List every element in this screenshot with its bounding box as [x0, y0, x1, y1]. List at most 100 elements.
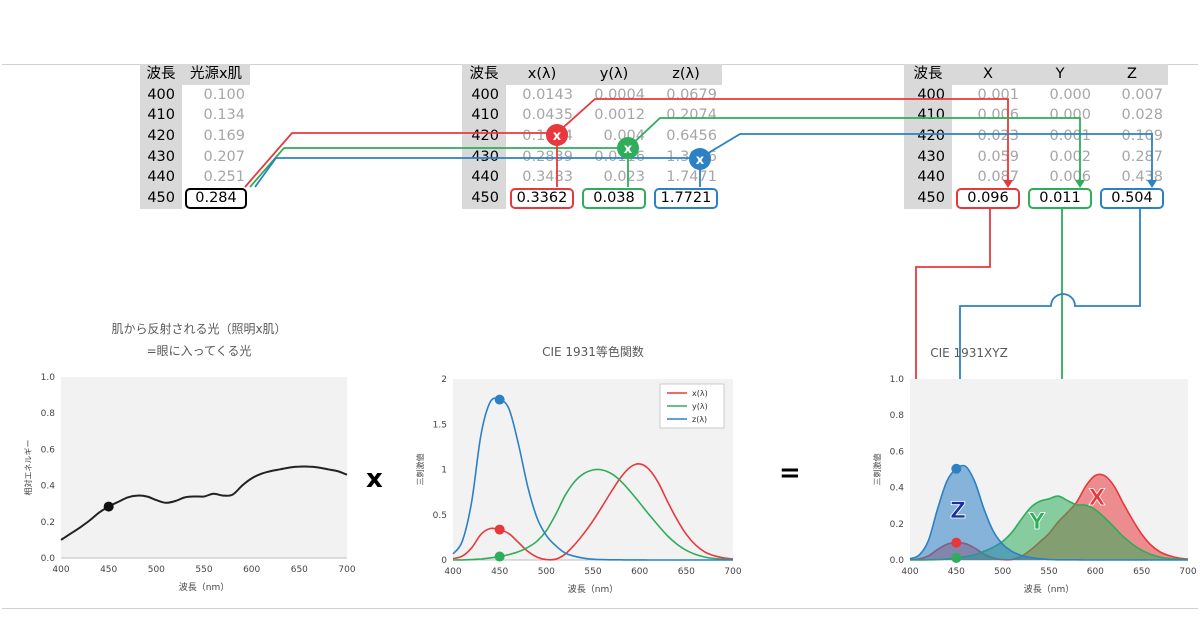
value-cell: 0.251 [203, 169, 245, 186]
header-illum-skin: 光源x肌 [182, 64, 250, 85]
value-cell: 1.7471 [666, 169, 717, 186]
value-cell: 0.007 [1121, 86, 1163, 103]
table-row: 430 0.207 [140, 146, 250, 167]
wavelength-cell: 420 [904, 125, 952, 147]
value-cell: 0.6456 [666, 128, 717, 145]
y-tick-label: 0.2 [41, 518, 55, 528]
wavelength-cell: 430 [904, 146, 952, 167]
wavelength-cell: 410 [140, 105, 182, 126]
x-tick-label: 600 [1087, 567, 1104, 577]
y-tick-label: 0.0 [890, 556, 905, 566]
x-tick-label: 700 [1179, 567, 1196, 577]
result-cell: 1.7721 [650, 187, 722, 209]
wavelength-cell: 420 [140, 125, 182, 147]
y-tick-label: 0.2 [890, 520, 904, 530]
y-tick-label: 0.6 [41, 445, 56, 455]
result-cell: 0.038 [578, 187, 650, 209]
mult-badge-green: x [617, 137, 639, 159]
wire-red-3 [556, 98, 1009, 186]
wavelength-cell: 410 [904, 105, 952, 126]
chart-cie-cmf: CIE 1931等色関数 400 450 500 550 600 650 700 0 0.5 1 1.… [415, 344, 742, 595]
value-cell: 0.000 [1049, 86, 1091, 103]
x-tick-label: 450 [948, 567, 965, 577]
highlight-box-blue: 0.504 [1100, 187, 1164, 209]
value-cell: 0.0012 [594, 107, 645, 124]
multiply-operator: x [366, 464, 383, 494]
marker-450 [103, 501, 114, 512]
area-label-Z: Z [950, 499, 966, 524]
chart-title: 肌から反射される光（照明x肌） [111, 321, 286, 336]
table-row: 450 0.284 [140, 187, 250, 209]
highlight-box-blue: 1.7721 [654, 187, 718, 209]
header-Y: Y [1024, 64, 1096, 85]
wire-blue-4 [959, 208, 1141, 458]
legend-label: y(λ) [692, 402, 708, 411]
chart-title: CIE 1931XYZ [930, 346, 1008, 360]
wavelength-cell: 440 [462, 166, 506, 188]
x-axis-label: 波長（nm） [568, 583, 618, 595]
wavelength-cell: 430 [462, 146, 506, 167]
marker-x(λ) [494, 524, 505, 535]
y-tick-label: 1.0 [41, 373, 56, 383]
chart-legend: x(λ) y(λ) z(λ) [659, 383, 725, 429]
wavelength-cell: 440 [904, 166, 952, 188]
chart-subtitle: =眼に入ってくる光 [147, 344, 252, 358]
value-cell: 0.0143 [522, 86, 573, 103]
table-row: 450 0.096 0.011 0.504 [904, 187, 1168, 209]
x-tick-label: 700 [724, 567, 741, 577]
wavelength-cell: 450 [462, 187, 506, 209]
arrowhead-green [1075, 180, 1085, 188]
value-cell: 0.169 [203, 128, 245, 145]
y-axis-label: 三刺激値 [415, 454, 425, 486]
equals-operator: = [779, 458, 801, 488]
x-tick-label: 650 [291, 565, 308, 575]
value-cell: 0.028 [1121, 107, 1163, 124]
value-cell: 0.2074 [666, 107, 717, 124]
x-tick-label: 500 [148, 565, 165, 575]
y-axis-label: 三刺激値 [872, 454, 882, 486]
x-axis-label: 波長（nm） [179, 581, 229, 593]
arrowhead-blue [1147, 180, 1157, 188]
svg-text:x: x [696, 153, 705, 168]
value-cell: 0.2839 [522, 148, 573, 165]
x-tick-label: 500 [994, 567, 1011, 577]
y-tick-label: 0.8 [41, 409, 56, 419]
mult-badge-red: x [546, 124, 568, 146]
value-cell: 0.3483 [522, 169, 573, 186]
value-cell: 0.134 [203, 107, 245, 124]
x-tick-label: 550 [1040, 567, 1057, 577]
result-cell: 0.011 [1024, 187, 1096, 209]
header-y-lambda: y(λ) [578, 64, 650, 85]
wire-green-3 [627, 117, 1081, 186]
arrowhead-red [1003, 180, 1013, 188]
table-cmf: 波長 x(λ) y(λ) z(λ) 400 0.0143 0.0004 0.0679 4… [462, 64, 722, 209]
table-header: 波長 X Y Z [904, 64, 1168, 85]
chart-title: CIE 1931等色関数 [542, 344, 644, 359]
wavelength-cell: 430 [140, 146, 182, 167]
table-row: 410 0.134 [140, 105, 250, 126]
table-header: 波長 x(λ) y(λ) z(λ) [462, 64, 722, 85]
wire-blue-1 [254, 157, 700, 188]
y-tick-label: 0.6 [890, 447, 905, 457]
table-row: 410 0.0435 0.0012 0.2074 [462, 105, 722, 126]
chart-skin-reflectance: 肌から反射される光（照明x肌） =眼に入ってくる光 400 450 500 550 600 6… [23, 321, 356, 593]
table-row: 450 0.3362 0.038 1.7721 [462, 187, 722, 209]
y-axis-label: 相対エネルギー [23, 440, 33, 496]
value-cell: 0.0435 [522, 107, 573, 124]
table-row: 420 0.169 [140, 125, 250, 147]
header-wavelength: 波長 [140, 64, 182, 85]
highlight-box-red: 0.096 [956, 187, 1020, 209]
wire-blue-3 [699, 133, 1153, 186]
highlight-box-black: 0.284 [185, 187, 247, 209]
x-tick-label: 400 [901, 567, 918, 577]
result-cell: 0.284 [182, 187, 250, 209]
table-illum-skin: 波長 光源x肌 400 0.100 410 0.134 420 0.169 430 0.207… [140, 64, 250, 209]
x-tick-label: 450 [491, 567, 508, 577]
wire-red-1 [244, 132, 557, 188]
y-tick-label: 1.0 [890, 375, 905, 385]
highlight-box-red: 0.3362 [510, 187, 574, 209]
chart-cie-xyz: CIE 1931XYZ 400 450 500 550 600 650 700 0.0 0.2 0.… [872, 346, 1197, 595]
value-cell: 0.023 [603, 169, 645, 186]
